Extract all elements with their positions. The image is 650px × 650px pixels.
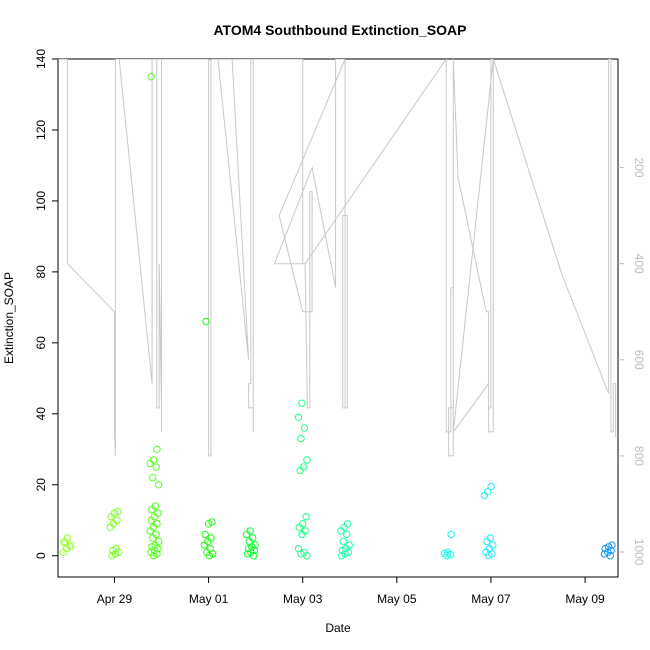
y-tick-label: 120 (34, 120, 48, 140)
scatter-point (153, 445, 161, 453)
scatter-point (487, 482, 495, 491)
x-tick-label: May 07 (471, 592, 511, 606)
scatter-point (486, 534, 494, 542)
scatter-point (302, 513, 310, 521)
secondary-series-line (58, 59, 618, 457)
y-tick-label: 0 (34, 552, 48, 559)
scatter-point (484, 488, 492, 496)
y-tick-label: 40 (34, 407, 48, 421)
scatter-point (297, 434, 305, 443)
scatter-point (444, 548, 452, 556)
y-tick-label: 140 (34, 49, 48, 69)
y-axis-label: Extinction_SOAP (2, 272, 16, 364)
scatter-point (201, 530, 209, 539)
scatter-point (67, 543, 75, 551)
secondary-line-layer (58, 59, 618, 457)
scatter-point (440, 549, 449, 558)
scatter-point (343, 520, 352, 528)
x-axis-label: Date (325, 621, 351, 635)
y2-axis: 200 400 600 800 1000 (618, 158, 646, 566)
y-axis: 0 20 40 60 80 100 120 140 (34, 49, 58, 559)
plot-frame (57, 58, 619, 578)
scatter-point (113, 516, 121, 524)
scatter-point (489, 541, 497, 549)
scatter-point (298, 399, 306, 407)
scatter-point (301, 527, 309, 535)
scatter-point (152, 463, 160, 471)
scatter-point (147, 73, 155, 81)
scatter-point (61, 539, 69, 547)
x-tick-label: May 03 (283, 592, 323, 606)
x-axis: Apr 29 May 01 May 03 May 05 May 07 May 09 (97, 576, 605, 606)
scatter-point (154, 509, 162, 517)
plot-area (57, 58, 619, 578)
scatter-point (608, 541, 616, 549)
scatter-point (248, 534, 257, 542)
y-tick-label: 100 (34, 191, 48, 211)
scatter-point (299, 463, 308, 471)
scatter-point (149, 474, 157, 482)
y2-tick-label: 1000 (632, 539, 646, 566)
scatter-point (110, 509, 119, 517)
scatter-point (207, 534, 215, 542)
scatter-point (300, 424, 309, 432)
scatter-point (208, 518, 216, 526)
scatter-point (343, 530, 351, 539)
scatter-point (300, 548, 309, 556)
scatter-point (155, 481, 163, 489)
scatter-layer (59, 73, 616, 560)
y-tick-label: 20 (34, 478, 48, 492)
scatter-point (202, 317, 210, 326)
y-tick-label: 60 (34, 336, 48, 350)
scatter-point (246, 527, 254, 535)
chart-title: ATOM4 Southbound Extinction_SOAP (213, 22, 466, 38)
scatter-point (114, 507, 122, 516)
x-tick-label: Apr 29 (97, 592, 133, 606)
y-tick-label: 80 (34, 265, 48, 279)
scatter-point (345, 541, 353, 549)
scatter-point (112, 544, 120, 553)
x-tick-label: May 01 (189, 592, 229, 606)
scatter-point (299, 520, 307, 528)
scatter-point (151, 502, 160, 510)
scatter-point (294, 413, 303, 421)
scatter-point (443, 552, 451, 560)
scatter-point (155, 537, 163, 546)
scatter-point (303, 456, 311, 464)
scatter-point (447, 530, 455, 539)
x-tick-label: May 05 (377, 592, 417, 606)
scatter-point (153, 520, 161, 528)
y2-tick-label: 200 (632, 158, 646, 178)
scatter-point (152, 530, 160, 539)
scatter-point (251, 541, 259, 549)
scatter-point (604, 543, 613, 551)
y2-tick-label: 600 (632, 350, 646, 370)
scatter-point (148, 543, 156, 551)
scatter-point (149, 456, 158, 464)
scatter-point (206, 544, 215, 553)
x-tick-label: May 09 (565, 592, 605, 606)
scatter-point (294, 544, 303, 553)
y2-tick-label: 800 (632, 446, 646, 466)
scatter-point (339, 537, 348, 546)
y2-tick-label: 400 (632, 254, 646, 274)
